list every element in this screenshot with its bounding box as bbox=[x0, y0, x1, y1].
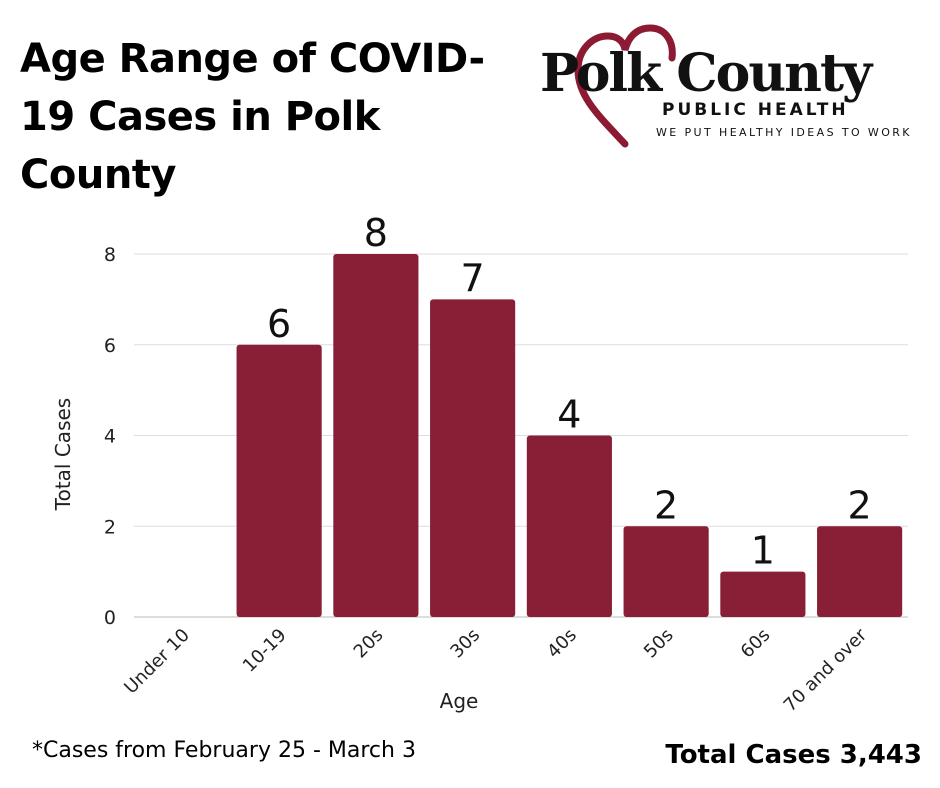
data-label: 1 bbox=[751, 529, 775, 573]
data-label: 8 bbox=[364, 211, 388, 255]
data-label: 2 bbox=[654, 483, 678, 527]
x-tick-label: 20s bbox=[350, 625, 388, 663]
y-tick-label: 4 bbox=[104, 426, 116, 448]
logo-name: Polk County bbox=[540, 43, 872, 104]
bar bbox=[526, 435, 612, 617]
bar bbox=[817, 526, 903, 617]
x-tick-label: 40s bbox=[543, 625, 581, 663]
x-tick-label: 50s bbox=[640, 625, 678, 663]
x-tick-label: 60s bbox=[737, 625, 775, 663]
data-label: 7 bbox=[461, 256, 485, 300]
footnote: *Cases from February 25 - March 3 bbox=[32, 738, 416, 763]
bar bbox=[430, 299, 516, 617]
y-axis-label: Total Cases bbox=[51, 398, 75, 511]
bar bbox=[333, 254, 419, 617]
x-tick-label: Under 10 bbox=[120, 625, 194, 699]
total-cases: Total Cases 3,443 bbox=[665, 740, 922, 770]
heart-icon bbox=[574, 24, 676, 148]
y-tick-label: 8 bbox=[104, 244, 116, 266]
x-tick-label: 30s bbox=[446, 625, 484, 663]
page-title: Age Range of COVID-19 Cases in Polk Coun… bbox=[20, 36, 485, 198]
data-label: 2 bbox=[848, 483, 872, 527]
logo-tagline: WE PUT HEALTHY IDEAS TO WORK bbox=[656, 126, 912, 139]
x-tick-label: 10-19 bbox=[239, 625, 291, 677]
y-tick-label: 0 bbox=[104, 607, 116, 629]
bars bbox=[236, 254, 903, 617]
polk-county-logo: Polk County PUBLIC HEALTH WE PUT HEALTHY… bbox=[530, 22, 930, 152]
x-axis-ticks: Under 10 10-19 20s 30s 40s 50s 60s 70 and over bbox=[120, 624, 871, 716]
y-axis-ticks: 0 2 4 6 8 bbox=[104, 244, 116, 629]
y-tick-label: 6 bbox=[104, 335, 116, 357]
data-label: 4 bbox=[557, 393, 581, 437]
data-labels: 6 8 7 4 2 1 2 bbox=[267, 211, 872, 573]
logo-subtitle: PUBLIC HEALTH bbox=[662, 100, 849, 120]
data-label: 6 bbox=[267, 302, 291, 346]
x-axis-label: Age bbox=[440, 689, 479, 713]
y-tick-label: 2 bbox=[104, 516, 116, 538]
bar bbox=[720, 571, 806, 617]
bar bbox=[623, 526, 709, 617]
bar bbox=[236, 344, 322, 617]
x-tick-label: 70 and over bbox=[780, 624, 872, 716]
